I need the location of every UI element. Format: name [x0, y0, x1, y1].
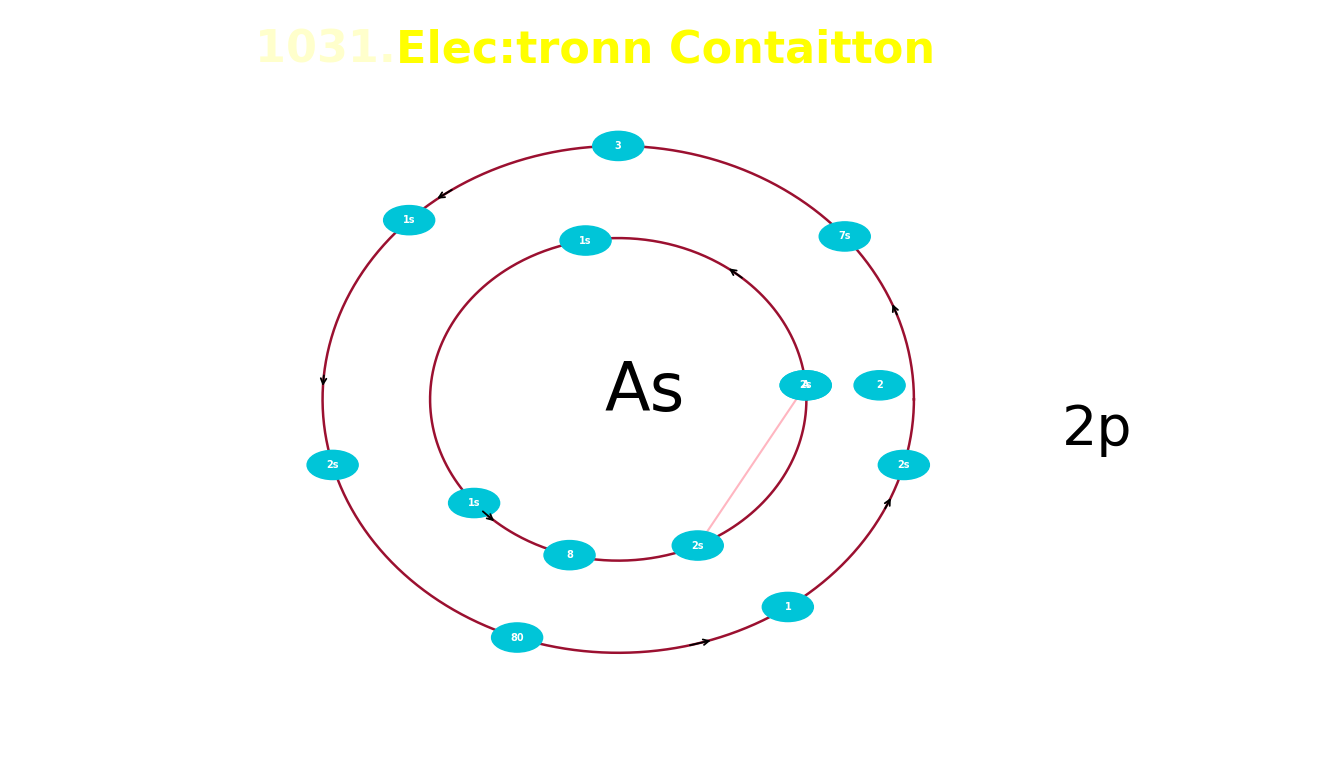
Text: A: A: [802, 380, 809, 390]
Circle shape: [879, 450, 930, 479]
Text: As: As: [605, 359, 685, 425]
Circle shape: [853, 371, 905, 400]
Text: 2s: 2s: [327, 460, 339, 470]
Text: 2: 2: [876, 380, 883, 390]
Text: 1s: 1s: [403, 215, 415, 225]
Text: 1s: 1s: [468, 498, 480, 508]
Circle shape: [492, 623, 543, 652]
Text: Elec:tronn Contaitton: Elec:tronn Contaitton: [396, 28, 935, 71]
Circle shape: [672, 531, 723, 560]
Text: 80: 80: [511, 633, 524, 643]
Circle shape: [762, 592, 813, 621]
Text: 2s: 2s: [692, 541, 704, 551]
Text: 7s: 7s: [839, 231, 851, 241]
Circle shape: [306, 450, 358, 479]
Text: 2p: 2p: [1062, 403, 1132, 457]
Circle shape: [560, 226, 612, 255]
Circle shape: [593, 131, 644, 161]
Text: 3: 3: [614, 141, 622, 151]
Text: 2s: 2s: [800, 380, 812, 390]
Text: 2s: 2s: [898, 460, 910, 470]
Text: 1s: 1s: [579, 236, 591, 246]
Text: 1: 1: [785, 602, 792, 612]
Text: 1031.: 1031.: [255, 28, 411, 71]
Circle shape: [780, 371, 831, 400]
Circle shape: [383, 206, 434, 235]
Circle shape: [820, 222, 871, 251]
Circle shape: [449, 488, 500, 518]
Circle shape: [544, 541, 595, 570]
Circle shape: [780, 371, 831, 400]
Text: 8: 8: [566, 550, 573, 560]
